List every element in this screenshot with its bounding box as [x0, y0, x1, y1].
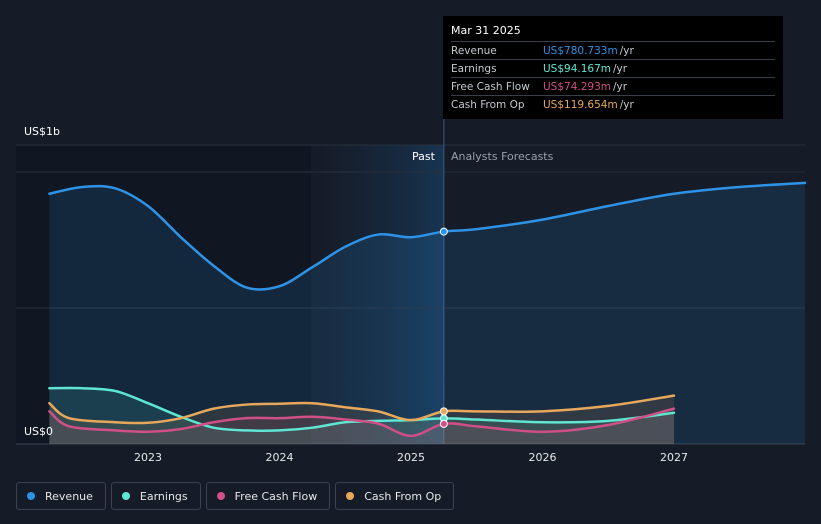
x-tick-2024: 2024 [265, 451, 294, 464]
legend-dot-icon [27, 492, 35, 500]
y-axis-top-label: US$1b [24, 125, 61, 138]
legend-label: Earnings [139, 489, 188, 503]
legend-dot-icon [216, 492, 225, 500]
legend-item-revenue[interactable]: Revenue [16, 482, 106, 510]
revenue-area [49, 182, 805, 444]
revenue-marker [439, 227, 448, 236]
earnings-line [48, 386, 676, 432]
tooltip-row-earnings: Earnings US$94.167m/yr [451, 59, 775, 77]
x-tick-2025: 2025 [397, 451, 425, 464]
legend: Revenue Earnings Free Cash Flow Cash From O… [16, 482, 455, 510]
x-tick-2027: 2027 [660, 451, 688, 464]
revenue-line [48, 181, 807, 291]
tooltip-row-revenue: Revenue US$780.733m/yr [451, 41, 775, 59]
tooltip-row-unit: /yr [613, 62, 628, 75]
tooltip-row-value: US$780.733m [543, 44, 618, 57]
legend-label: Revenue [45, 489, 93, 503]
legend-item-earnings[interactable]: Earnings [110, 482, 201, 510]
legend-label: Cash From Op [364, 489, 442, 503]
tooltip-row-unit: /yr [619, 44, 634, 57]
tooltip-row-label: Revenue [451, 44, 497, 57]
tooltip-row-value: US$74.293m [543, 80, 611, 93]
tooltip-row-free-cash-flow: Free Cash Flow US$74.293m/yr [451, 77, 775, 95]
legend-label: Free Cash Flow [234, 489, 318, 503]
cash-from-op-line [48, 394, 676, 425]
x-tick-2026: 2026 [528, 451, 557, 464]
past-band-dark [16, 145, 311, 444]
past-label: Past [412, 150, 435, 163]
legend-item-cash-from-op[interactable]: Cash From Op [335, 482, 455, 510]
free-cash-flow-marker [439, 419, 448, 428]
forecast-label: Analysts Forecasts [451, 150, 554, 163]
legend-item-free-cash-flow[interactable]: Free Cash Flow [205, 482, 331, 510]
y-axis-bottom-label: US$0 [24, 425, 54, 438]
tooltip-row-value: US$119.654m [543, 98, 618, 111]
legend-dot-icon [346, 492, 355, 500]
tooltip: Mar 31 2025 Revenue US$780.733m/yr Earning… [443, 16, 783, 119]
free-cash-flow-line [48, 407, 676, 438]
tooltip-row-cash-from-op: Cash From Op US$119.654m/yr [451, 95, 775, 113]
legend-dot-icon [121, 492, 130, 500]
tooltip-row-label: Free Cash Flow [451, 80, 530, 93]
tooltip-row-unit: /yr [619, 98, 634, 111]
free-cash-flow-area [49, 408, 674, 444]
tooltip-row-label: Earnings [451, 62, 497, 75]
x-tick-2023: 2023 [134, 451, 162, 464]
tooltip-date: Mar 31 2025 [451, 24, 521, 37]
tooltip-row-unit: /yr [613, 80, 628, 93]
past-band-highlight [311, 145, 444, 444]
tooltip-row-label: Cash From Op [451, 98, 525, 111]
tooltip-row-value: US$94.167m [543, 62, 611, 75]
cash-from-op-marker [439, 407, 448, 416]
